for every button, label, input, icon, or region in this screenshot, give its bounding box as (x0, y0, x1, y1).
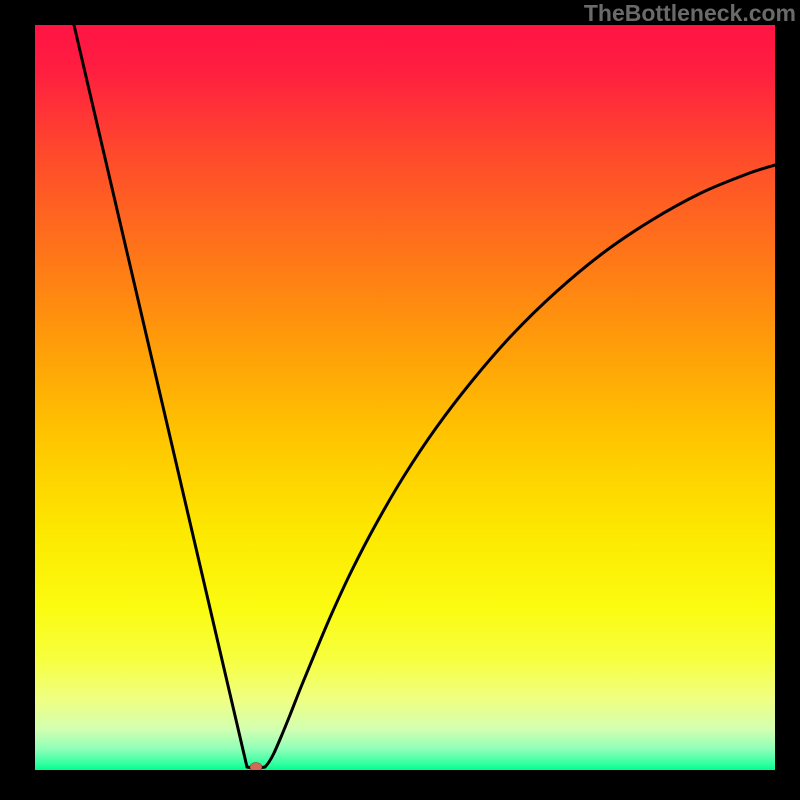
attribution-label: TheBottleneck.com (584, 0, 796, 27)
curve-left-branch (74, 25, 247, 767)
chart-container: TheBottleneck.com (0, 0, 800, 800)
bottleneck-curve (35, 25, 775, 770)
curve-right-branch (265, 165, 775, 767)
plot-area (35, 25, 775, 770)
minimum-marker (250, 763, 262, 771)
